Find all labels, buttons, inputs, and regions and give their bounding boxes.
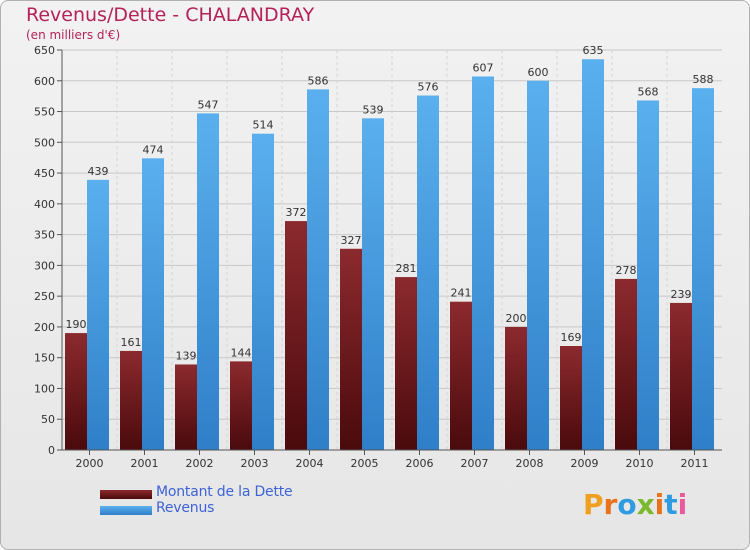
x-tick-label: 2002 — [186, 457, 214, 470]
data-label-dette: 239 — [671, 288, 692, 301]
logo-letter: P — [583, 488, 604, 521]
bar-dette — [175, 364, 197, 450]
x-tick-label: 2009 — [571, 457, 599, 470]
y-tick-label: 650 — [34, 44, 55, 57]
bar-revenus — [637, 100, 659, 450]
y-tick-label: 200 — [34, 321, 55, 334]
x-tick-label: 2000 — [76, 457, 104, 470]
bar-dette — [615, 278, 637, 450]
bar-revenus — [527, 80, 549, 451]
bar-dette — [505, 326, 527, 450]
y-tick-label: 150 — [34, 352, 55, 365]
y-tick-label: 50 — [41, 413, 55, 426]
bar-revenus — [472, 76, 494, 450]
bar-revenus — [307, 89, 329, 450]
bar-revenus — [197, 113, 219, 450]
bar-revenus — [142, 158, 164, 451]
data-label-revenus: 600 — [528, 66, 549, 79]
bar-dette — [65, 333, 87, 450]
bar-dette — [340, 248, 362, 450]
y-tick-label: 350 — [34, 229, 55, 242]
data-label-dette: 144 — [231, 346, 252, 359]
logo-letter: t — [664, 488, 678, 521]
data-label-dette: 372 — [286, 206, 307, 219]
x-tick-label: 2007 — [461, 457, 489, 470]
data-label-revenus: 586 — [308, 74, 329, 87]
x-tick-label: 2008 — [516, 457, 544, 470]
x-tick-label: 2006 — [406, 457, 434, 470]
y-tick-label: 550 — [34, 106, 55, 119]
logo-letter: i — [677, 488, 688, 521]
logo-letter: r — [603, 488, 618, 521]
legend-label-dette: Montant de la Dette — [156, 484, 293, 500]
logo-letter: i — [654, 488, 665, 521]
logo-letter: x — [636, 488, 655, 521]
bar-dette — [560, 346, 582, 450]
bar-dette — [120, 350, 142, 450]
x-tick-label: 2001 — [131, 457, 159, 470]
legend-label-revenus: Revenus — [156, 500, 215, 516]
bar-dette — [285, 221, 307, 450]
chart-subtitle: (en milliers d'€) — [26, 28, 121, 42]
bar-revenus — [252, 133, 274, 450]
data-label-dette: 169 — [561, 331, 582, 344]
x-tick-label: 2003 — [241, 457, 269, 470]
y-tick-label: 600 — [34, 75, 55, 88]
data-label-revenus: 474 — [143, 143, 164, 156]
bar-dette — [230, 361, 252, 450]
y-tick-label: 400 — [34, 198, 55, 211]
data-label-dette: 190 — [66, 318, 87, 331]
bar-dette — [395, 277, 417, 450]
data-label-revenus: 439 — [88, 165, 109, 178]
y-tick-label: 300 — [34, 259, 55, 272]
data-label-dette: 161 — [121, 336, 142, 349]
data-label-dette: 200 — [506, 312, 527, 325]
legend-swatch-dette — [100, 490, 152, 499]
data-label-revenus: 539 — [363, 103, 384, 116]
bar-revenus — [87, 179, 109, 450]
x-tick-label: 2005 — [351, 457, 379, 470]
bar-revenus — [582, 59, 604, 450]
y-tick-label: 100 — [34, 382, 55, 395]
chart-title: Revenus/Dette - CHALANDRAY — [26, 4, 315, 26]
bar-dette — [450, 301, 472, 450]
data-label-dette: 139 — [176, 349, 197, 362]
data-label-dette: 327 — [341, 234, 362, 247]
bar-revenus — [692, 88, 714, 451]
legend-swatch-revenus — [100, 506, 152, 515]
bar-revenus — [417, 95, 439, 451]
data-label-dette: 278 — [616, 264, 637, 277]
x-tick-label: 2011 — [681, 457, 709, 470]
logo-letter: o — [617, 488, 637, 521]
bar-dette — [670, 302, 692, 450]
data-label-revenus: 607 — [473, 61, 494, 74]
y-tick-label: 500 — [34, 136, 55, 149]
data-label-dette: 241 — [451, 287, 472, 300]
data-label-revenus: 588 — [693, 73, 714, 86]
bar-revenus — [362, 118, 384, 451]
data-label-dette: 281 — [396, 262, 417, 275]
x-tick-label: 2004 — [296, 457, 324, 470]
data-label-revenus: 635 — [583, 44, 604, 57]
data-label-revenus: 568 — [638, 85, 659, 98]
x-tick-label: 2010 — [626, 457, 654, 470]
y-tick-label: 250 — [34, 290, 55, 303]
proxiti-logo: Proxiti — [583, 488, 687, 521]
data-label-revenus: 576 — [418, 81, 439, 94]
y-tick-label: 450 — [34, 167, 55, 180]
data-label-revenus: 514 — [253, 119, 274, 132]
y-tick-label: 0 — [48, 444, 55, 457]
data-label-revenus: 547 — [198, 98, 219, 111]
